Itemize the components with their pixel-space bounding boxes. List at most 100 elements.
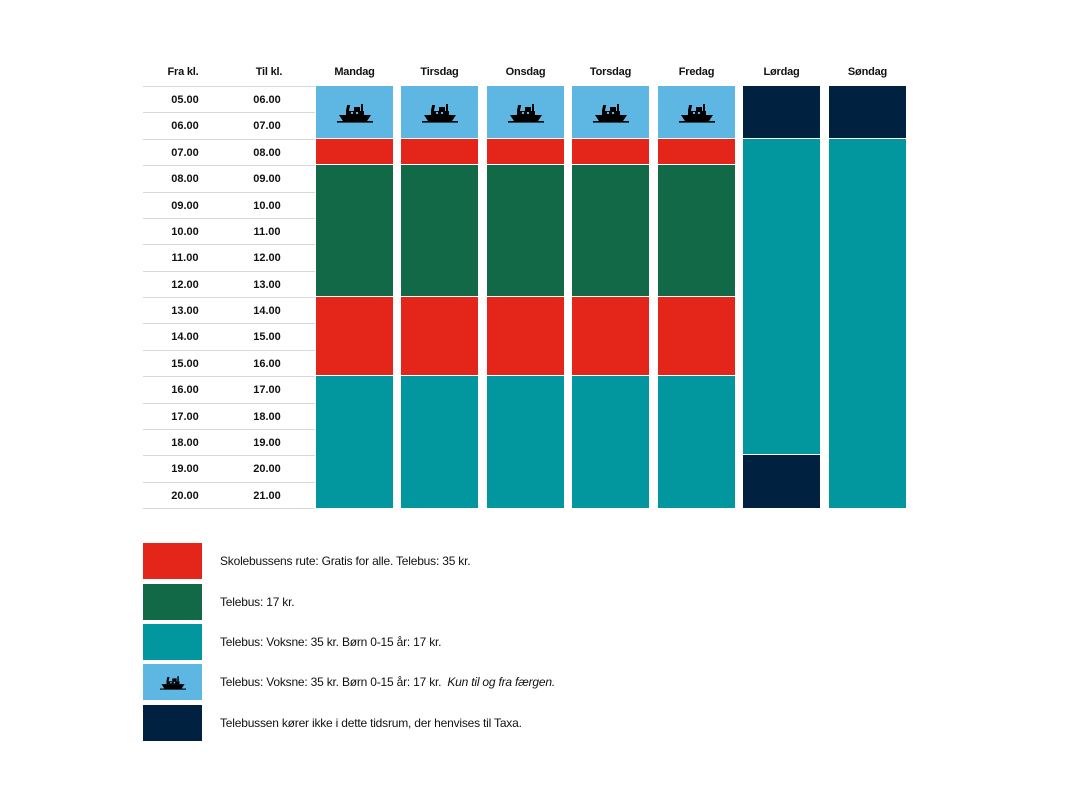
header-day-friday: Fredag [678,66,715,78]
schedule-block-telebus-teal [316,376,393,508]
legend-swatch-school-route [143,543,202,579]
time-table: 05.00 06.00 06.00 07.00 07.00 08.00 08.00 09.00… [143,86,315,509]
time-from: 09.00 [171,199,199,212]
legend-text: Telebus: 17 kr. [220,584,295,620]
legend-label: Telebus: 17 kr. [220,595,295,609]
ferry-icon [160,674,186,690]
header-day-monday: Mandag [334,66,375,78]
schedule-block-school-route [401,138,478,165]
schedule-block-school-route [658,297,735,376]
schedule-block-telebus-17 [658,165,735,296]
schedule-block-telebus-teal [658,376,735,508]
time-to: 15.00 [253,331,281,344]
time-row: 10.00 11.00 [143,217,315,245]
time-to: 19.00 [253,436,281,449]
time-row: 16.00 17.00 [143,376,315,403]
schedule-block-telebus-17 [401,165,478,296]
time-to: 08.00 [253,146,281,159]
header-from: Fra kl. [167,66,199,78]
time-to: 18.00 [253,410,281,423]
legend-text: Skolebussens rute: Gratis for alle. Tele… [220,543,471,579]
schedule-block-telebus-teal [743,138,820,455]
time-row: 12.00 13.00 [143,270,315,298]
header-day-saturday: Lørdag [763,66,800,78]
time-to: 12.00 [253,252,281,265]
time-row: 07.00 08.00 [143,138,315,166]
legend-text: Telebussen kører ikke i dette tidsrum, d… [220,705,522,741]
time-row: 05.00 06.00 [143,86,315,113]
legend-label: Telebussen kører ikke i dette tidsrum, d… [220,716,522,730]
time-row: 08.00 09.00 [143,165,315,192]
time-from: 17.00 [171,410,199,423]
time-row: 13.00 14.00 [143,297,315,324]
time-from: 11.00 [171,252,199,265]
time-row: 09.00 10.00 [143,191,315,219]
time-from: 19.00 [171,463,199,476]
time-to: 20.00 [253,463,281,476]
schedule-block-no-service [743,455,820,508]
time-to: 14.00 [253,305,281,317]
legend-label: Telebus: Voksne: 35 kr. Børn 0-15 år: 17… [220,675,442,689]
schedule-block-school-route [658,138,735,165]
schedule-block-school-route [487,138,564,165]
schedule-block-telebus-17 [487,165,564,296]
schedule-block-telebus-17 [572,165,649,296]
time-from: 18.00 [171,436,199,449]
schedule-block-telebus-teal [401,376,478,508]
time-from: 15.00 [171,357,199,370]
time-from: 20.00 [171,489,199,502]
legend-swatch-no-service [143,705,202,741]
schedule-block-no-service [743,86,820,138]
time-row: 17.00 18.00 [143,402,315,430]
time-to: 10.00 [253,199,281,212]
time-row: 19.00 20.00 [143,455,315,483]
header-day-sunday: Søndag [847,66,888,78]
time-from: 05.00 [171,94,199,106]
schedule-block-no-service [829,86,906,138]
time-row: 20.00 21.00 [143,481,315,509]
schedule-block-school-route [316,297,393,376]
time-row: 06.00 07.00 [143,112,315,140]
schedule-block-telebus-teal [572,376,649,508]
time-from: 13.00 [171,305,199,317]
time-to: 11.00 [253,225,281,238]
time-from: 07.00 [171,146,199,159]
schedule-block-telebus-teal [487,376,564,508]
legend-swatch-telebus-teal [143,624,202,660]
legend-label: Telebus: Voksne: 35 kr. Børn 0-15 år: 17… [220,635,442,649]
time-to: 13.00 [253,278,281,291]
time-to: 07.00 [253,120,281,133]
header-day-wednesday: Onsdag [505,66,546,78]
schedule-block-telebus-teal [829,138,906,508]
schedule-block-school-route [487,297,564,376]
time-to: 16.00 [253,357,281,370]
schedule-block-school-route [572,297,649,376]
schedule-block-school-route [572,138,649,165]
time-row: 15.00 16.00 [143,349,315,377]
ferry-icon [337,101,373,123]
schedule-block-telebus-17 [316,165,393,296]
time-to: 21.00 [253,489,281,502]
legend-note: Kun til og fra færgen. [447,675,555,689]
time-from: 12.00 [171,278,199,291]
legend-text: Telebus: Voksne: 35 kr. Børn 0-15 år: 17… [220,624,442,660]
time-from: 08.00 [171,173,199,186]
legend-label: Skolebussens rute: Gratis for alle. Tele… [220,554,471,568]
header-day-thursday: Torsdag [589,66,632,78]
legend-text: Telebus: Voksne: 35 kr. Børn 0-15 år: 17… [220,664,555,700]
time-row: 18.00 19.00 [143,428,315,456]
time-from: 10.00 [171,225,199,238]
time-from: 16.00 [171,384,199,397]
ferry-icon [508,101,544,123]
time-to: 17.00 [253,384,281,397]
time-from: 14.00 [171,331,199,344]
time-row: 11.00 12.00 [143,244,315,272]
header-to: Til kl. [255,66,283,78]
legend-swatch-telebus-17 [143,584,202,620]
time-row: 14.00 15.00 [143,323,315,351]
time-to: 06.00 [253,94,281,106]
ferry-icon [679,101,715,123]
schedule-block-school-route [316,138,393,165]
time-to: 09.00 [253,173,281,186]
ferry-icon [593,101,629,123]
